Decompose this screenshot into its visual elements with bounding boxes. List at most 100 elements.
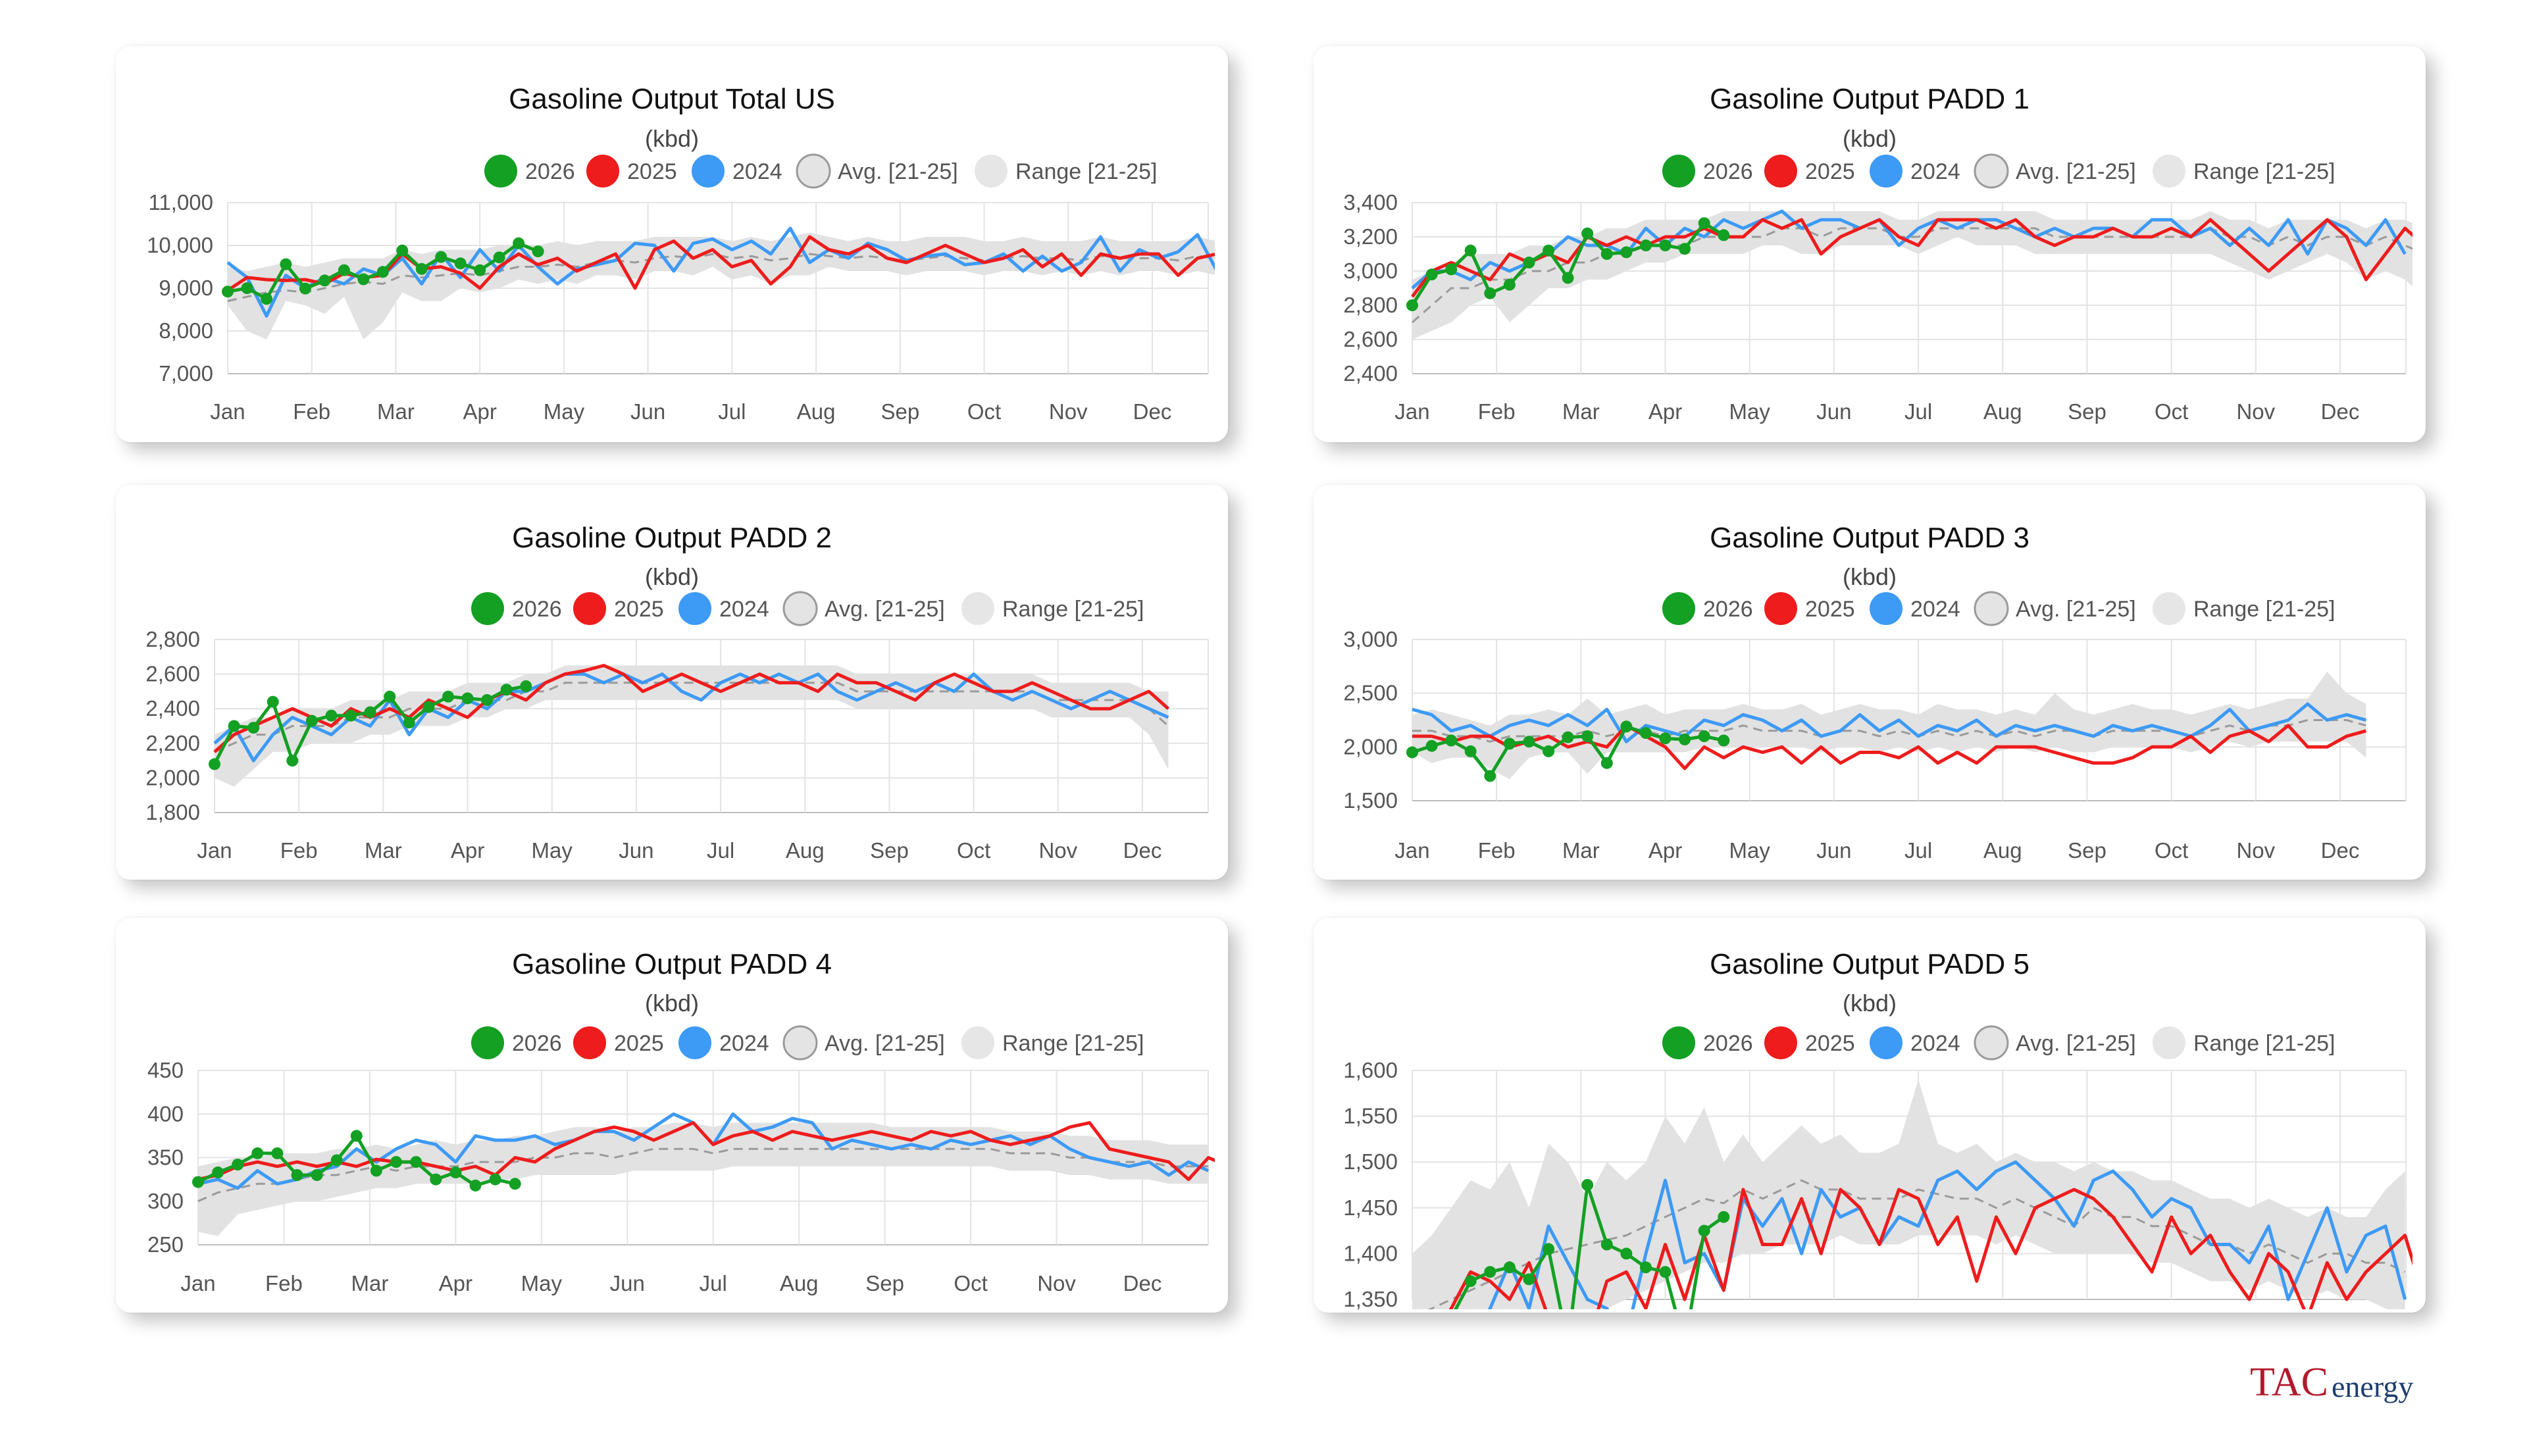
legend-item-avg[interactable]: Avg. [21-25] <box>782 591 945 626</box>
legend-item-s2025[interactable]: 2025 <box>573 1026 664 1059</box>
x-tick-label-oct: Oct <box>954 1271 987 1295</box>
x-tick-label-aug: Aug <box>780 1271 819 1295</box>
tac-energy-logo: TAC energy <box>2250 1360 2413 1405</box>
legend-item-s2025[interactable]: 2025 <box>1764 592 1855 625</box>
legend-label-s2024: 2024 <box>1910 1031 1960 1056</box>
x-tick-label-jun: Jun <box>1816 838 1851 863</box>
legend-item-avg[interactable]: Avg. [21-25] <box>1974 153 2136 189</box>
legend-item-avg[interactable]: Avg. [21-25] <box>782 1025 945 1061</box>
series-2026-point <box>1718 229 1730 241</box>
series-2024-line <box>1412 702 2367 743</box>
chart-unit-label: (kbd) <box>645 563 699 590</box>
series-2026-point <box>532 245 544 258</box>
x-tick-label-aug: Aug <box>1983 838 2022 863</box>
x-tick-label-sep: Sep <box>870 838 909 863</box>
y-tick-label: 3,200 <box>1343 224 1398 249</box>
series-2026-point <box>390 1156 402 1168</box>
legend-label-s2024: 2024 <box>719 1031 769 1056</box>
y-tick-label: 250 <box>147 1232 184 1257</box>
x-tick-label-mar: Mar <box>351 1271 388 1295</box>
series-2026-point <box>1543 745 1555 757</box>
series-2026-point <box>271 1147 284 1159</box>
logo-energy-text: energy <box>2332 1370 2413 1403</box>
series-2026-point <box>232 1159 244 1171</box>
legend-item-s2024[interactable]: 2024 <box>692 155 782 188</box>
series-2026-point <box>1718 734 1730 747</box>
x-tick-label-may: May <box>521 1271 563 1295</box>
legend-item-s2024[interactable]: 2024 <box>678 1026 769 1059</box>
legend-item-s2025[interactable]: 2025 <box>1764 1026 1855 1059</box>
plot-area <box>209 664 1170 787</box>
x-tick-label-nov: Nov <box>1037 1271 1076 1295</box>
x-tick-label-jun: Jun <box>1816 399 1851 424</box>
series-2026-point <box>1523 257 1535 268</box>
series-2026-point <box>384 690 396 703</box>
legend-item-range[interactable]: Range [21-25] <box>975 155 1158 188</box>
x-tick-label-dec: Dec <box>1133 399 1172 424</box>
series-2026-point <box>430 1173 442 1186</box>
legend-item-range[interactable]: Range [21-25] <box>961 592 1144 625</box>
legend-label-avg: Avg. [21-25] <box>2016 1031 2136 1056</box>
series-2025-line <box>1448 1188 2412 1309</box>
legend-item-s2026[interactable]: 2026 <box>1662 155 1753 188</box>
legend-item-s2025[interactable]: 2025 <box>1764 155 1855 188</box>
series-2026-point <box>509 1178 521 1190</box>
series-2026-point <box>209 758 220 770</box>
series-2026-point <box>325 709 338 722</box>
legend-item-avg[interactable]: Avg. [21-25] <box>796 153 958 189</box>
x-tick-label-feb: Feb <box>1478 399 1516 424</box>
series-2026-line <box>1454 1183 1725 1309</box>
legend-item-s2024[interactable]: 2024 <box>1870 1026 1960 1059</box>
avg-line <box>1412 227 2412 324</box>
legend-marker-range <box>975 155 1008 188</box>
series-2026-point <box>410 1156 422 1168</box>
legend-item-s2025[interactable]: 2025 <box>586 155 677 188</box>
legend-marker-s2025 <box>573 1026 606 1059</box>
legend-item-s2025[interactable]: 2025 <box>573 592 664 625</box>
series-2026-point <box>1503 738 1516 750</box>
x-tick-label-nov: Nov <box>1038 838 1077 863</box>
x-tick-label-dec: Dec <box>1123 1271 1162 1295</box>
y-tick-label: 1,400 <box>1343 1241 1398 1265</box>
y-tick-label: 450 <box>147 1058 184 1082</box>
avg-line <box>227 253 1215 302</box>
legend-item-avg[interactable]: Avg. [21-25] <box>1974 591 2136 626</box>
legend-item-s2026[interactable]: 2026 <box>484 155 575 188</box>
chart-svg: Gasoline Output PADD 2 (kbd) 2026 2025 2024 A… <box>145 522 1209 863</box>
chart-unit-label: (kbd) <box>645 990 699 1017</box>
legend-label-range: Range [21-25] <box>1015 159 1158 184</box>
legend-item-s2026[interactable]: 2026 <box>1662 592 1753 625</box>
y-tick-label: 2,000 <box>1343 734 1398 759</box>
legend-item-s2024[interactable]: 2024 <box>678 592 769 625</box>
series-2026-point <box>1445 263 1458 276</box>
legend-item-avg[interactable]: Avg. [21-25] <box>1974 1025 2136 1061</box>
series-2026-point <box>396 244 409 257</box>
chart-svg: Gasoline Output PADD 4 (kbd) 2026 2025 2024 A… <box>147 948 1215 1295</box>
legend-label-avg: Avg. [21-25] <box>838 159 958 184</box>
x-tick-label-nov: Nov <box>2236 399 2275 424</box>
plot-area <box>1406 672 2367 782</box>
x-tick-label-apr: Apr <box>439 1271 472 1295</box>
legend-marker-avg <box>1974 153 2009 189</box>
chart-title: Gasoline Output PADD 2 <box>512 522 832 554</box>
legend-item-s2024[interactable]: 2024 <box>1870 155 1960 188</box>
x-tick-label-oct: Oct <box>2155 838 2188 863</box>
legend-marker-range <box>961 1026 994 1059</box>
legend-item-s2024[interactable]: 2024 <box>1870 592 1960 625</box>
y-tick-label: 1,450 <box>1343 1195 1398 1220</box>
legend-item-range[interactable]: Range [21-25] <box>2153 592 2336 625</box>
legend-item-s2026[interactable]: 2026 <box>1662 1026 1753 1059</box>
x-tick-label-apr: Apr <box>451 838 484 863</box>
y-tick-label: 1,800 <box>145 800 200 824</box>
legend-item-range[interactable]: Range [21-25] <box>961 1026 1144 1059</box>
legend-item-range[interactable]: Range [21-25] <box>2153 155 2336 188</box>
series-2026-point <box>1464 1275 1477 1288</box>
legend-item-s2026[interactable]: 2026 <box>471 592 562 625</box>
legend-item-s2026[interactable]: 2026 <box>471 1026 562 1059</box>
legend-item-range[interactable]: Range [21-25] <box>2153 1026 2336 1059</box>
legend-label-range: Range [21-25] <box>2193 159 2336 184</box>
series-2024-line <box>1411 209 2407 289</box>
series-2026-point <box>1445 1312 1457 1313</box>
series-2026-point <box>212 1167 224 1178</box>
legend-marker-s2025 <box>586 155 619 188</box>
